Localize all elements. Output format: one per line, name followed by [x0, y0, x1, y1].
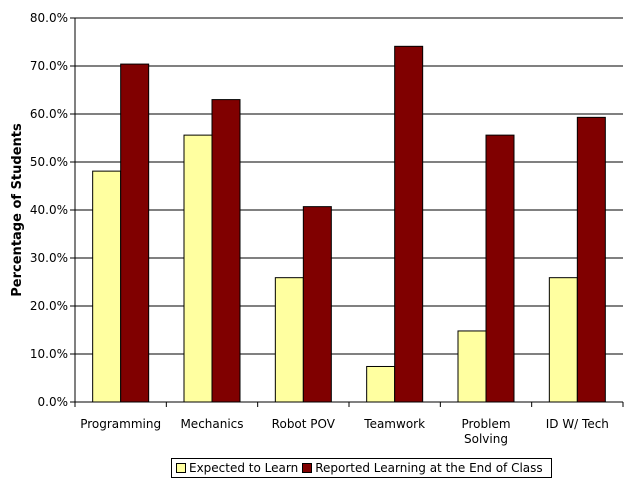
y-tick-label: 0.0% — [38, 395, 69, 409]
y-tick-label: 60.0% — [30, 107, 68, 121]
bar-expected — [183, 134, 213, 403]
x-category-label: Problem Solving — [461, 417, 510, 446]
bar-reported — [302, 206, 332, 403]
x-category-label: ID W/ Tech — [546, 417, 609, 431]
bar-reported — [211, 99, 241, 403]
bar-reported — [394, 45, 424, 403]
legend-label-reported: Reported Learning at the End of Class — [315, 461, 543, 475]
bar-reported — [485, 134, 515, 403]
x-category-label: Programming — [80, 417, 161, 431]
y-tick-label: 30.0% — [30, 251, 68, 265]
bar-reported — [120, 63, 150, 403]
x-category-label: Mechanics — [180, 417, 243, 431]
x-category-label: Teamwork — [363, 417, 425, 431]
bar-expected — [92, 170, 122, 403]
y-tick-label: 40.0% — [30, 203, 68, 217]
legend-label-expected: Expected to Learn — [189, 461, 299, 475]
bar-expected — [366, 365, 396, 403]
legend: Expected to Learn Reported Learning at t… — [171, 458, 552, 478]
legend-item-reported: Reported Learning at the End of Class — [302, 461, 543, 475]
y-tick-label: 20.0% — [30, 299, 68, 313]
y-tick-label: 10.0% — [30, 347, 68, 361]
legend-swatch-expected — [176, 463, 186, 473]
bar-expected — [548, 277, 578, 403]
x-category-label: Robot POV — [272, 417, 336, 431]
y-tick-label: 70.0% — [30, 59, 68, 73]
bar-expected — [457, 330, 487, 403]
bar-reported — [576, 116, 606, 403]
y-tick-label: 50.0% — [30, 155, 68, 169]
y-axis-label: Percentage of Students — [10, 123, 25, 297]
legend-swatch-reported — [302, 463, 313, 473]
legend-item-expected: Expected to Learn — [176, 461, 298, 475]
y-tick-label: 80.0% — [30, 11, 68, 25]
bar-expected — [274, 277, 304, 403]
